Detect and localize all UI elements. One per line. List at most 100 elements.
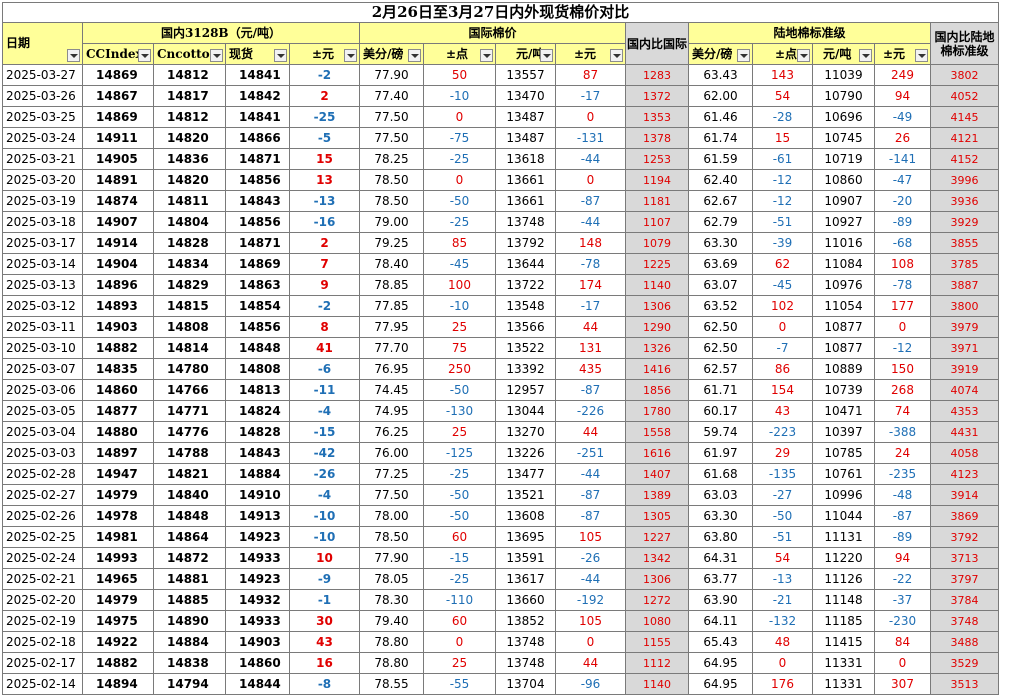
land-yuan-cell[interactable]: 10745 [812,127,875,149]
land-yuan-cell[interactable]: 11084 [812,253,875,275]
land-yuan-cell[interactable]: 10877 [812,337,875,359]
intl-diff-cell[interactable]: 1416 [625,358,689,380]
ccindex-cell[interactable]: 14869 [82,106,154,128]
date-cell[interactable]: 2025-02-17 [2,652,83,674]
ccindex-cell[interactable]: 14867 [82,85,154,107]
spot-cell[interactable]: 14808 [225,358,290,380]
intl-diff-cell[interactable]: 1372 [625,85,689,107]
intl-yuan-cell[interactable]: 13044 [495,400,556,422]
land-diff-cell[interactable]: 3914 [930,484,999,506]
date-cell[interactable]: 2025-03-07 [2,358,83,380]
intl-diff-cell[interactable]: 1181 [625,190,689,212]
land-diff-cell[interactable]: 3929 [930,211,999,233]
land-diff-cell[interactable]: 3785 [930,253,999,275]
ccindex-cell[interactable]: 14869 [82,64,154,86]
intl-chg-cell[interactable]: -251 [555,442,626,464]
intl-yuan-cell[interactable]: 13618 [495,148,556,170]
intl-pts-cell[interactable]: -50 [423,505,496,527]
chg-yuan-cell[interactable]: -10 [289,526,360,548]
col-header-spot[interactable]: 现货 [225,43,290,65]
col-header-chg-yuan[interactable]: ±元 [289,43,360,65]
land-diff-cell[interactable]: 3887 [930,274,999,296]
land-diff-cell[interactable]: 3784 [930,589,999,611]
land-chg-cell[interactable]: 249 [874,64,931,86]
land-yuan-cell[interactable]: 10397 [812,421,875,443]
intl-pts-cell[interactable]: 60 [423,610,496,632]
spot-cell[interactable]: 14856 [225,169,290,191]
intl-usd-cell[interactable]: 76.00 [359,442,424,464]
filter-dropdown-icon[interactable] [408,49,421,62]
cncotton-cell[interactable]: 14812 [153,106,226,128]
cncotton-cell[interactable]: 14821 [153,463,226,485]
intl-pts-cell[interactable]: 0 [423,169,496,191]
intl-pts-cell[interactable]: -55 [423,673,496,695]
ccindex-cell[interactable]: 14903 [82,316,154,338]
intl-chg-cell[interactable]: 0 [555,631,626,653]
land-diff-cell[interactable]: 4152 [930,148,999,170]
intl-diff-cell[interactable]: 1306 [625,295,689,317]
spot-cell[interactable]: 14871 [225,148,290,170]
land-chg-cell[interactable]: -37 [874,589,931,611]
land-diff-cell[interactable]: 3792 [930,526,999,548]
land-usd-cell[interactable]: 61.59 [688,148,753,170]
land-yuan-cell[interactable]: 11185 [812,610,875,632]
spot-cell[interactable]: 14824 [225,400,290,422]
spot-cell[interactable]: 14866 [225,127,290,149]
filter-dropdown-icon[interactable] [138,49,151,62]
filter-dropdown-icon[interactable] [274,49,287,62]
intl-diff-cell[interactable]: 1616 [625,442,689,464]
intl-yuan-cell[interactable]: 13470 [495,85,556,107]
land-usd-cell[interactable]: 63.52 [688,295,753,317]
land-diff-cell[interactable]: 3869 [930,505,999,527]
intl-yuan-cell[interactable]: 13661 [495,169,556,191]
land-yuan-cell[interactable]: 10927 [812,211,875,233]
spot-cell[interactable]: 14933 [225,547,290,569]
land-chg-cell[interactable]: 74 [874,400,931,422]
spot-cell[interactable]: 14856 [225,211,290,233]
intl-chg-cell[interactable]: 174 [555,274,626,296]
intl-chg-cell[interactable]: 105 [555,610,626,632]
land-pts-cell[interactable]: -51 [752,211,813,233]
intl-diff-cell[interactable]: 1112 [625,652,689,674]
land-chg-cell[interactable]: -22 [874,568,931,590]
col-header-intl-yuan[interactable]: 元/吨 [495,43,556,65]
ccindex-cell[interactable]: 14874 [82,190,154,212]
land-pts-cell[interactable]: 0 [752,652,813,674]
intl-diff-cell[interactable]: 1107 [625,211,689,233]
intl-pts-cell[interactable]: -50 [423,484,496,506]
intl-diff-cell[interactable]: 1407 [625,463,689,485]
spot-cell[interactable]: 14842 [225,85,290,107]
land-diff-cell[interactable]: 3919 [930,358,999,380]
land-yuan-cell[interactable]: 10471 [812,400,875,422]
ccindex-cell[interactable]: 14882 [82,652,154,674]
land-chg-cell[interactable]: -48 [874,484,931,506]
land-pts-cell[interactable]: 48 [752,631,813,653]
land-yuan-cell[interactable]: 11039 [812,64,875,86]
intl-chg-cell[interactable]: -96 [555,673,626,695]
intl-pts-cell[interactable]: 25 [423,652,496,674]
intl-usd-cell[interactable]: 79.25 [359,232,424,254]
col-header-land-diff[interactable]: 国内比陆地棉标准级 [930,22,999,65]
intl-usd-cell[interactable]: 78.50 [359,169,424,191]
intl-yuan-cell[interactable]: 13617 [495,568,556,590]
intl-diff-cell[interactable]: 1227 [625,526,689,548]
intl-diff-cell[interactable]: 1140 [625,274,689,296]
intl-pts-cell[interactable]: -75 [423,127,496,149]
intl-diff-cell[interactable]: 1079 [625,232,689,254]
intl-pts-cell[interactable]: -25 [423,148,496,170]
intl-diff-cell[interactable]: 1306 [625,568,689,590]
intl-usd-cell[interactable]: 79.00 [359,211,424,233]
intl-pts-cell[interactable]: -110 [423,589,496,611]
land-usd-cell[interactable]: 62.79 [688,211,753,233]
ccindex-cell[interactable]: 14993 [82,547,154,569]
ccindex-cell[interactable]: 14891 [82,169,154,191]
intl-usd-cell[interactable]: 77.90 [359,547,424,569]
cncotton-cell[interactable]: 14829 [153,274,226,296]
spot-cell[interactable]: 14869 [225,253,290,275]
cncotton-cell[interactable]: 14771 [153,400,226,422]
intl-diff-cell[interactable]: 1342 [625,547,689,569]
land-pts-cell[interactable]: -39 [752,232,813,254]
intl-usd-cell[interactable]: 79.40 [359,610,424,632]
land-chg-cell[interactable]: 94 [874,547,931,569]
land-pts-cell[interactable]: -27 [752,484,813,506]
